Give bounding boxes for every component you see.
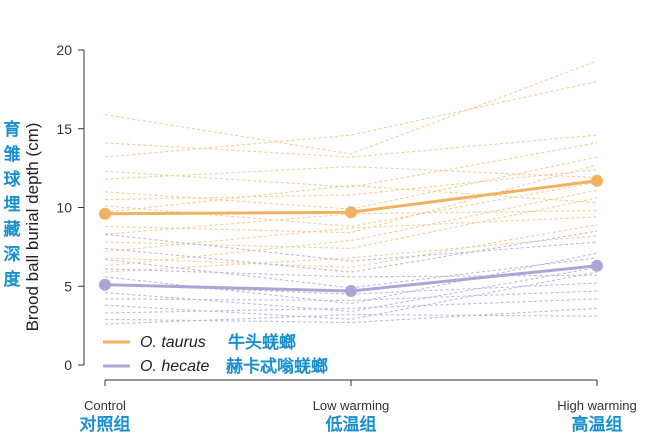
y-tick-label: 10 xyxy=(56,200,72,216)
legend: O. taurus 牛头蜣螂 O. hecate 赫卡忒嗡蜣螂 xyxy=(103,332,328,377)
legend-label: O. taurus xyxy=(140,334,206,351)
y-tick-label: 20 xyxy=(56,42,72,58)
individual-line xyxy=(104,142,598,188)
individual-line xyxy=(104,230,598,273)
x-tick-label-cn: 低温组 xyxy=(325,414,377,434)
x-tick-label: High warming xyxy=(557,398,636,413)
individual-line xyxy=(104,298,598,314)
y-axis-label-cn: 育雏球埋藏深度 xyxy=(4,119,22,290)
legend-label: O. hecate xyxy=(140,358,209,375)
individual-line xyxy=(104,216,598,253)
individual-line xyxy=(104,271,598,320)
mean-lines xyxy=(99,174,603,297)
mean-point xyxy=(99,278,111,291)
y-tick-label: 0 xyxy=(64,357,72,373)
y-tick-label: 5 xyxy=(64,278,72,294)
individual-line xyxy=(104,197,598,249)
individual-line xyxy=(104,80,598,158)
mean-point xyxy=(99,207,111,220)
axes xyxy=(83,50,597,381)
legend-label-cn: 牛头蜣螂 xyxy=(228,332,296,353)
mean-point xyxy=(345,285,357,297)
individual-line xyxy=(104,224,598,268)
individual-line xyxy=(104,314,598,325)
individual-line xyxy=(104,252,598,305)
individual-lines xyxy=(104,60,598,325)
mean-point xyxy=(591,174,603,187)
individual-line xyxy=(104,181,598,227)
mean-point xyxy=(345,206,357,219)
individual-line xyxy=(104,233,598,262)
individual-line xyxy=(104,266,598,312)
x-tick-label: Low warming xyxy=(313,398,390,413)
individual-line xyxy=(104,60,598,155)
y-axis-label: Brood ball burial depth (cm) xyxy=(23,123,42,332)
mean-point xyxy=(591,259,603,272)
y-ticks: 0 5 10 15 20 xyxy=(56,42,84,373)
x-tick-label-cn: 对照组 xyxy=(80,414,131,434)
legend-label-cn: 赫卡忒嗡蜣螂 xyxy=(226,356,328,377)
individual-line xyxy=(104,235,598,273)
individual-line xyxy=(104,156,598,210)
y-tick-label: 15 xyxy=(56,121,72,137)
x-tick-label: Control xyxy=(84,398,126,413)
x-tick-label-cn: 高温组 xyxy=(572,414,623,434)
individual-line xyxy=(104,189,598,267)
